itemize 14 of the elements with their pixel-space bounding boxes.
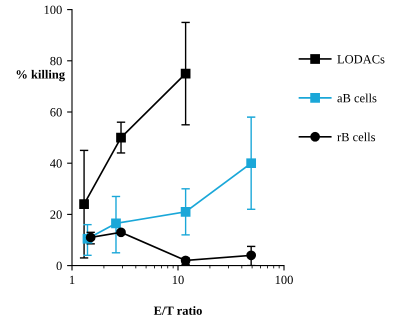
y-tick-label: 20 — [50, 210, 62, 219]
y-axis-title: % killing — [16, 70, 65, 82]
x-tick-label: 10 — [172, 276, 184, 284]
legend-label: aB cells — [337, 94, 376, 102]
y-tick-label: 100 — [44, 6, 62, 14]
y-tick-label: 0 — [56, 262, 62, 270]
y-tick-label: 40 — [50, 159, 62, 168]
legend-label: LODACs — [337, 55, 384, 64]
y-tick-label: 60 — [50, 108, 62, 116]
y-tick-label: 80 — [50, 56, 62, 66]
legend-label: rB cells — [337, 132, 376, 142]
x-axis-title: E/T ratio — [154, 306, 202, 315]
x-tick-label: 100 — [276, 276, 293, 284]
x-tick-label: 1 — [70, 276, 74, 284]
